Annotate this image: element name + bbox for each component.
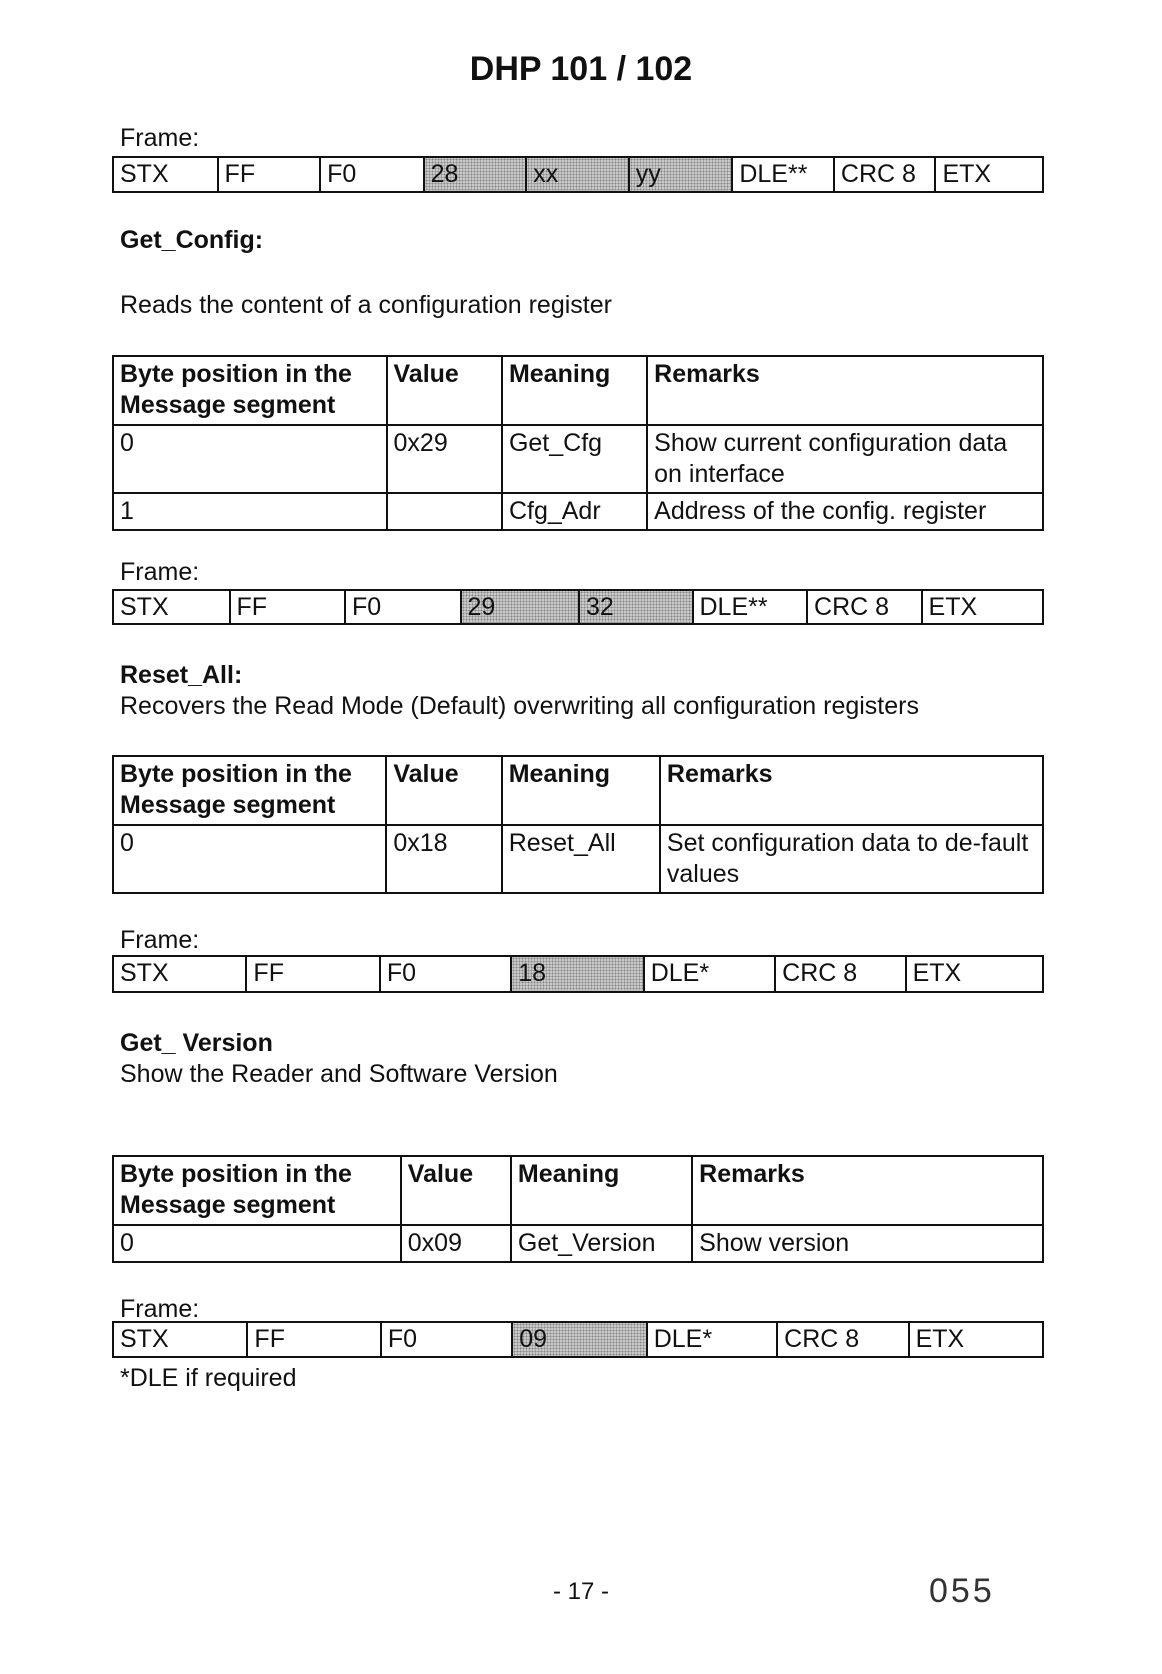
- frame-cell: CRC 8: [776, 1323, 907, 1356]
- get-version-table: Byte position in the Message segment Valu…: [112, 1155, 1044, 1263]
- frame-cell: DLE*: [645, 1323, 776, 1356]
- frame-cell: FF: [228, 591, 345, 623]
- frame-cell: STX: [120, 1325, 169, 1353]
- section-heading: Get_ Version: [120, 1029, 273, 1057]
- frame-cell: 29: [459, 591, 578, 623]
- column-header: Value: [399, 1155, 512, 1226]
- column-header: Meaning: [500, 355, 649, 426]
- frame-cell: 18: [510, 957, 643, 991]
- section-description: Reads the content of a configuration reg…: [120, 291, 612, 319]
- column-header: Remarks: [658, 755, 1045, 826]
- frame-get-version: STX FF F0 09 DLE* CRC 8 ETX: [112, 1321, 1044, 1358]
- frame-cell: yy: [627, 158, 732, 191]
- table-cell: 0: [112, 1223, 402, 1263]
- section-heading: Reset_All:: [120, 661, 243, 689]
- frame-reset-all: STX FF F0 18 DLE* CRC 8 ETX: [112, 955, 1044, 993]
- footnote: *DLE if required: [120, 1364, 297, 1392]
- frame-cell: FF: [245, 957, 378, 991]
- frame-label: Frame:: [120, 926, 200, 954]
- frame-cell: FF: [246, 1323, 379, 1356]
- frame-cell: xx: [525, 158, 628, 191]
- table-row: 1 Cfg_Adr Address of the config. register: [112, 491, 1044, 532]
- frame-cell: STX: [120, 593, 169, 621]
- table-cell: Get_Version: [509, 1223, 694, 1263]
- column-header: Byte position in the Message segment: [111, 755, 388, 826]
- frame-cell: ETX: [904, 957, 1042, 991]
- page-title: DHP 101 / 102: [469, 50, 693, 88]
- frame-cell: FF: [216, 158, 320, 191]
- column-header: Byte position in the Message segment: [112, 1155, 402, 1226]
- table-header-row: Byte position in the Message segment Valu…: [111, 755, 1045, 826]
- column-header: Meaning: [509, 1155, 694, 1226]
- table-row: 0 0x18 Reset_All Set configuration data to …: [111, 823, 1045, 894]
- section-description: Recovers the Read Mode (Default) overwri…: [120, 692, 919, 720]
- frame-cell: F0: [319, 158, 423, 191]
- table-cell: 0x29: [385, 423, 503, 494]
- column-header: Byte position in the Message segment: [112, 355, 388, 426]
- frame-cell: DLE*: [642, 957, 774, 991]
- table-cell: Address of the config. register: [646, 491, 1044, 532]
- table-row: 0 0x29 Get_Cfg Show current configuration d…: [112, 423, 1044, 494]
- frame-cell: STX: [120, 959, 169, 987]
- frame-label: Frame:: [120, 558, 200, 586]
- frame-cell: CRC 8: [774, 957, 904, 991]
- frame-cell: 32: [577, 591, 692, 623]
- table-cell: Show current configuration data on inter…: [646, 423, 1044, 494]
- column-header: Meaning: [500, 755, 661, 826]
- table-cell: Show version: [691, 1223, 1044, 1263]
- table-cell: 0x18: [385, 823, 503, 894]
- column-header: Remarks: [646, 355, 1044, 426]
- table-cell: 0: [112, 423, 388, 494]
- frame-cell: 28: [422, 158, 526, 191]
- table-cell: [385, 491, 503, 532]
- frame-cell: F0: [344, 591, 460, 623]
- table-cell: Reset_All: [500, 823, 661, 894]
- column-header: Remarks: [691, 1155, 1044, 1226]
- frame-label: Frame:: [120, 124, 200, 152]
- frame-get-config: STX FF F0 29 32 DLE** CRC 8 ETX: [112, 589, 1044, 625]
- frame-cell: ETX: [934, 158, 1042, 191]
- frame-cell: DLE**: [691, 591, 807, 623]
- table-cell: Set configuration data to de-fault value…: [658, 823, 1045, 894]
- stamp-number: 055: [929, 1572, 995, 1610]
- table-cell: 0x09: [399, 1223, 512, 1263]
- table-header-row: Byte position in the Message segment Valu…: [112, 1155, 1044, 1226]
- frame-cell: DLE**: [731, 158, 833, 191]
- table-cell: 1: [112, 491, 388, 532]
- column-header: Value: [385, 755, 503, 826]
- frame-cell: CRC 8: [806, 591, 921, 623]
- table-header-row: Byte position in the Message segment Valu…: [112, 355, 1044, 426]
- frame-cell: CRC 8: [832, 158, 935, 191]
- frame-cell: ETX: [907, 1323, 1042, 1356]
- frame-label: Frame:: [120, 1295, 200, 1323]
- frame-cell: F0: [378, 957, 510, 991]
- page-number: - 17 -: [552, 1578, 609, 1605]
- frame-cell: STX: [120, 160, 169, 188]
- frame-cell: 09: [511, 1323, 646, 1356]
- frame-cell: ETX: [920, 591, 1042, 623]
- table-cell: 0: [111, 823, 388, 894]
- column-header: Value: [385, 355, 503, 426]
- section-heading: Get_Config:: [120, 226, 264, 254]
- frame-get-config-write: STX FF F0 28 xx yy DLE** CRC 8 ETX: [112, 156, 1044, 193]
- table-cell: Get_Cfg: [500, 423, 649, 494]
- frame-cell: F0: [379, 1323, 511, 1356]
- table-cell: Cfg_Adr: [500, 491, 649, 532]
- reset-all-table: Byte position in the Message segment Valu…: [111, 755, 1045, 894]
- section-description: Show the Reader and Software Version: [120, 1060, 558, 1088]
- table-row: 0 0x09 Get_Version Show version: [112, 1223, 1044, 1263]
- get-config-table: Byte position in the Message segment Valu…: [112, 355, 1044, 532]
